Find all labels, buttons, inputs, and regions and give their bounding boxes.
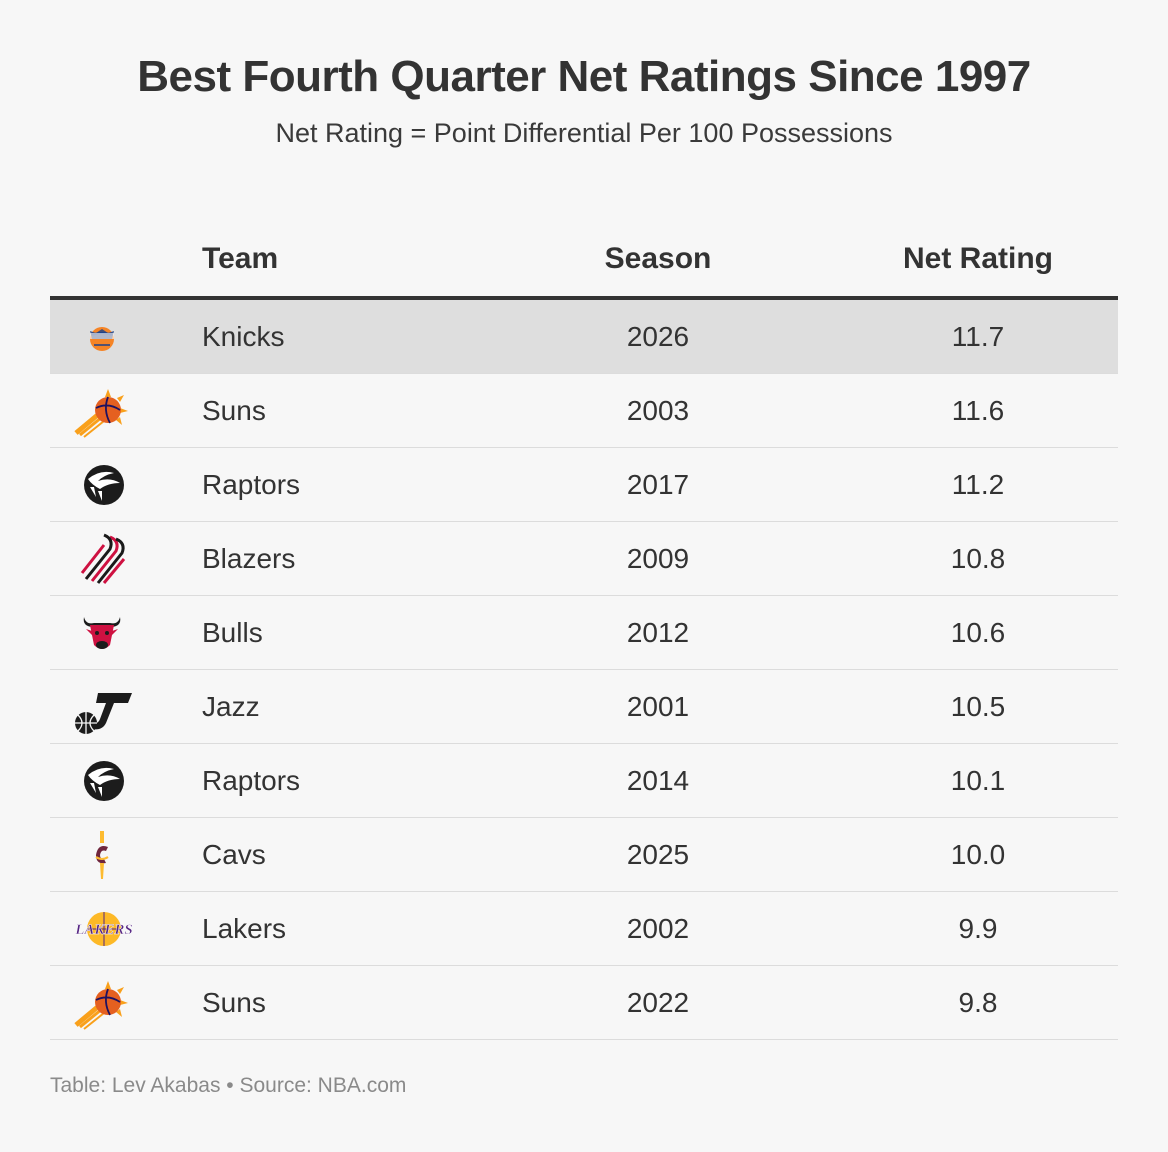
- ratings-table: Team Season Net Rating Knicks 2026 11.7 Sun…: [50, 226, 1118, 1040]
- team-name: Blazers: [202, 543, 296, 574]
- team-name: Raptors: [202, 765, 301, 796]
- raptors-logo: [70, 457, 134, 513]
- table-row: Cavs 2025 10.0: [50, 818, 1118, 892]
- net-rating-value: 11.7: [951, 321, 1005, 352]
- season-value: 2025: [626, 839, 690, 870]
- header-net-rating: Net Rating: [903, 242, 1053, 275]
- blazers-logo: [70, 531, 134, 587]
- jazz-logo: [70, 679, 134, 735]
- team-name: Suns: [202, 395, 266, 426]
- suns-logo: [70, 383, 134, 439]
- net-rating-value: 10.1: [950, 765, 1006, 796]
- team-name: Raptors: [202, 469, 301, 500]
- season-value: 2022: [626, 987, 690, 1018]
- net-rating-value: 11.2: [951, 469, 1005, 500]
- season-value: 2009: [626, 543, 690, 574]
- net-rating-value: 10.5: [950, 691, 1006, 722]
- team-name: Knicks: [202, 321, 285, 352]
- raptors-logo: [70, 753, 134, 809]
- header-team: Team: [202, 242, 279, 275]
- source-note: Table: Lev Akabas • Source: NBA.com: [50, 1074, 407, 1097]
- season-value: 2012: [626, 617, 690, 648]
- table-row: Knicks 2026 11.7: [50, 300, 1118, 374]
- net-rating-value: 9.9: [958, 913, 998, 944]
- season-value: 2002: [626, 913, 690, 944]
- table-header: Team Season Net Rating: [50, 226, 1118, 300]
- table-row: Blazers 2009 10.8: [50, 522, 1118, 596]
- bulls-logo: [70, 605, 134, 661]
- season-value: 2017: [626, 469, 690, 500]
- table-row: Bulls 2012 10.6: [50, 596, 1118, 670]
- team-name: Bulls: [202, 617, 263, 648]
- net-rating-value: 11.6: [951, 395, 1005, 426]
- season-value: 2014: [626, 765, 690, 796]
- season-value: 2001: [626, 691, 690, 722]
- season-value: 2026: [626, 321, 690, 352]
- net-rating-value: 10.6: [950, 617, 1006, 648]
- table-row: Jazz 2001 10.5: [50, 670, 1118, 744]
- team-name: Cavs: [202, 839, 266, 870]
- table-row: Suns 2003 11.6: [50, 374, 1118, 448]
- table-row: Raptors 2017 11.2: [50, 448, 1118, 522]
- team-name: Suns: [202, 987, 266, 1018]
- season-value: 2003: [626, 395, 690, 426]
- team-name: Jazz: [202, 691, 260, 722]
- cavs-logo: [70, 827, 134, 883]
- table-row: Suns 2022 9.8: [50, 966, 1118, 1040]
- header-season: Season: [604, 242, 712, 275]
- net-rating-value: 10.0: [950, 839, 1006, 870]
- team-name: Lakers: [202, 913, 287, 944]
- knicks-logo: [70, 309, 134, 365]
- svg-text:LAKERS: LAKERS: [74, 922, 133, 938]
- net-rating-value: 10.8: [950, 543, 1006, 574]
- table-row: Raptors 2014 10.1: [50, 744, 1118, 818]
- lakers-logo: LAKERS: [70, 901, 134, 957]
- chart-subtitle: Net Rating = Point Differential Per 100 …: [275, 118, 893, 148]
- chart-title: Best Fourth Quarter Net Ratings Since 19…: [137, 52, 1031, 101]
- table-row: LAKERS Lakers 2002 9.9: [50, 892, 1118, 966]
- suns-logo: [70, 975, 134, 1031]
- table-body: Knicks 2026 11.7 Suns 2003 11.6 Raptors 2017 11.…: [50, 300, 1118, 1040]
- net-rating-value: 9.8: [958, 987, 998, 1018]
